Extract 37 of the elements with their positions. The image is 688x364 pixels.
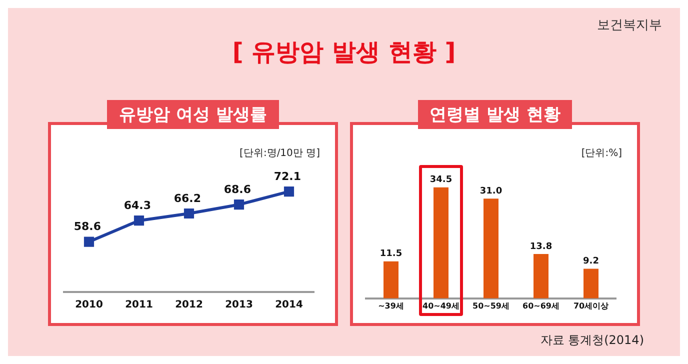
data-label: 58.6 xyxy=(74,220,102,234)
x-tick-label: 2014 xyxy=(275,300,303,311)
data-label: 9.2 xyxy=(583,256,599,267)
y-axis-title: [단위:%] xyxy=(581,147,622,160)
x-tick-label: 70세이상 xyxy=(573,301,609,310)
bar xyxy=(584,268,598,298)
data-label: 31.0 xyxy=(480,186,502,196)
data-label: 68.6 xyxy=(224,182,252,196)
x-tick-label: 60~69세 xyxy=(522,301,560,310)
point xyxy=(234,200,244,210)
text: 보건복지부 xyxy=(597,17,662,34)
data-label: 64.3 xyxy=(124,198,151,212)
x-tick-label: 40~49세 xyxy=(422,301,460,310)
text: 자료 통계청(2014) xyxy=(540,332,644,349)
data-label: 11.5 xyxy=(380,249,402,260)
y-axis-title: [단위:명/10만 명] xyxy=(240,147,320,160)
bar xyxy=(534,254,548,298)
x-tick-label: 2012 xyxy=(175,300,203,311)
chart-title: 연령별 발생 현황 xyxy=(418,100,572,129)
data-label: 72.1 xyxy=(274,170,301,183)
x-tick-label: 50~59세 xyxy=(472,301,510,310)
bar xyxy=(384,261,398,298)
x-tick-label: ~39세 xyxy=(378,301,404,310)
data-label: 13.8 xyxy=(530,242,552,252)
point xyxy=(184,208,194,219)
x-tick-label: 2010 xyxy=(75,300,103,311)
data-label: 34.5 xyxy=(430,175,452,186)
point xyxy=(284,186,294,197)
chart-title: 유방암 여성 발생률 xyxy=(107,100,279,129)
text: [ 유방암 발생 현황 ] xyxy=(231,37,457,68)
point xyxy=(84,236,94,247)
data-label: 66.2 xyxy=(174,192,201,205)
bar xyxy=(484,198,498,298)
x-tick-label: 2013 xyxy=(225,300,253,311)
bar xyxy=(434,187,448,298)
point xyxy=(134,216,144,226)
x-tick-label: 2011 xyxy=(125,300,153,311)
